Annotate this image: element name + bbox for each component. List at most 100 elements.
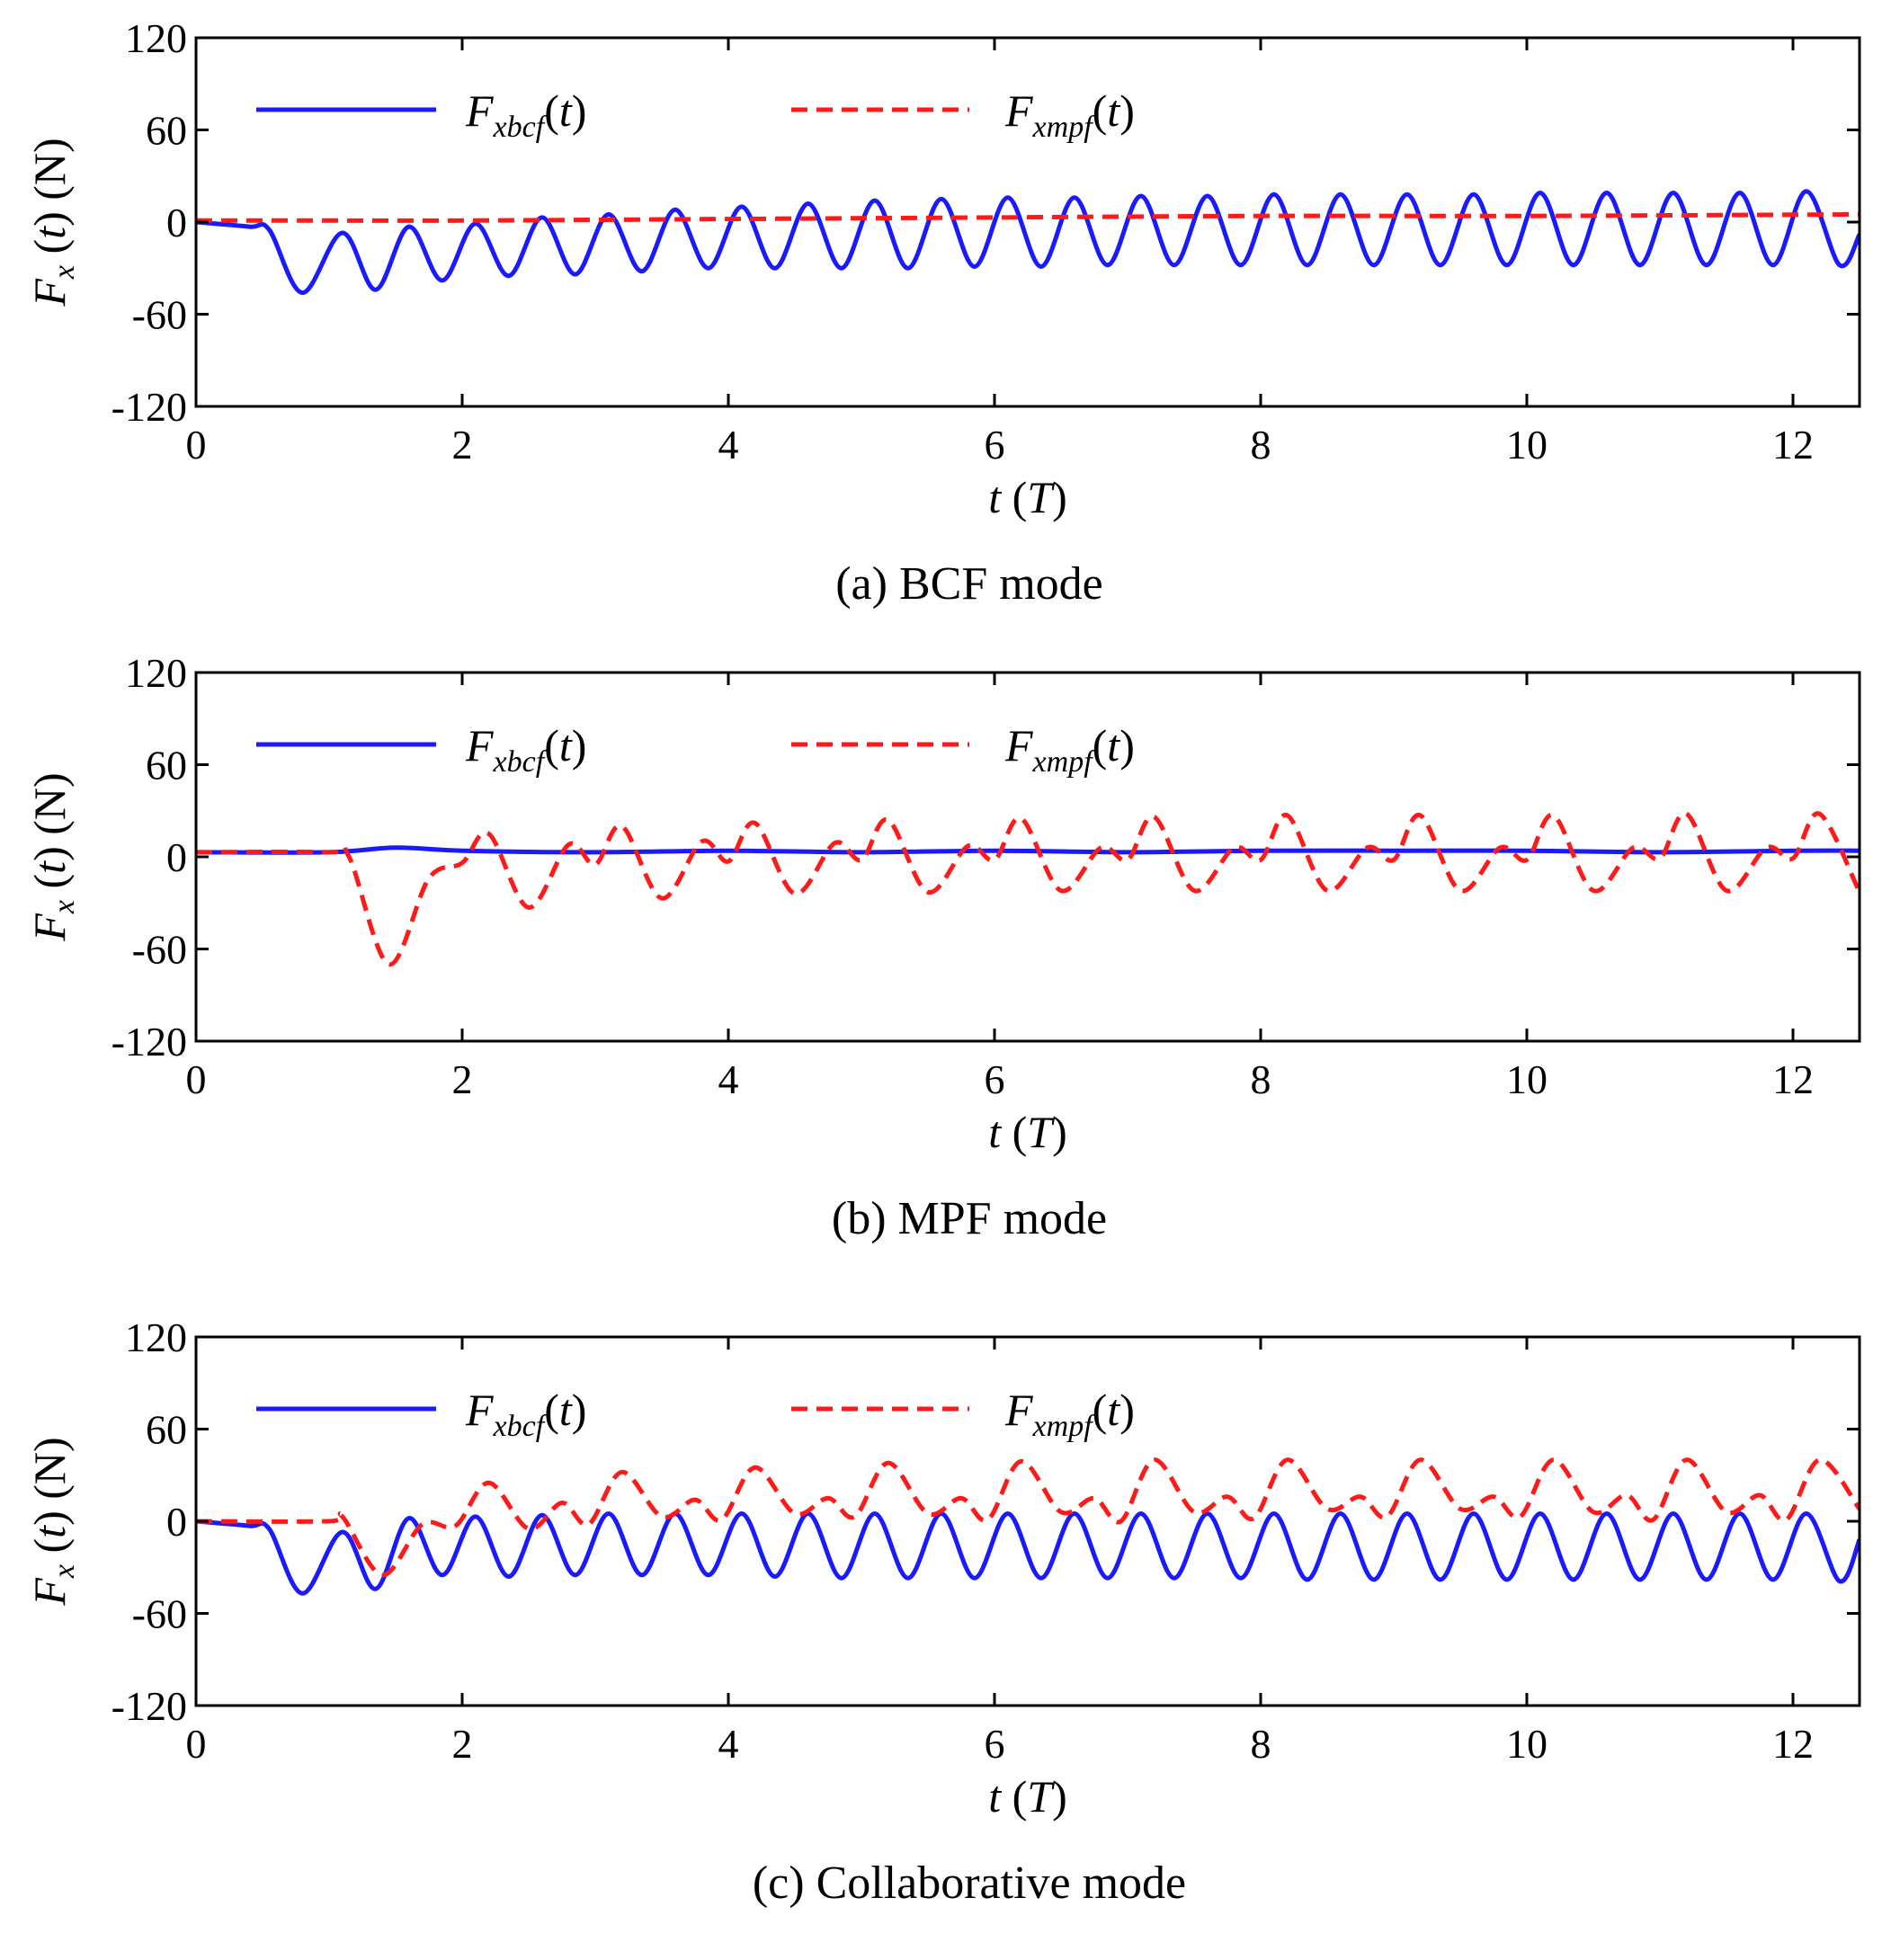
- y-axis-label: Fx (t) (N): [24, 138, 81, 307]
- x-label-paren-close: ): [1052, 1107, 1067, 1157]
- x-tick-label: 6: [985, 1056, 1005, 1102]
- y-tick-label: 120: [125, 1314, 187, 1360]
- x-tick-label: 2: [452, 1056, 473, 1102]
- legend-sub: xbcf: [493, 111, 549, 144]
- y-label-sub: x: [48, 265, 81, 280]
- y-label-paren: (: [24, 874, 75, 900]
- legend-label-xbcf: Fxbcf(t): [465, 85, 586, 144]
- series-line-fxmpf: [196, 212, 1860, 223]
- legend-paren-close: ): [1119, 85, 1135, 136]
- legend-paren-close: ): [572, 1385, 587, 1435]
- y-label-base: F: [24, 913, 75, 942]
- legend-paren: (: [1093, 720, 1108, 771]
- y-tick-label: 60: [146, 743, 187, 788]
- legend-base: F: [1004, 85, 1033, 136]
- series-line-fxmpf: [196, 811, 1860, 967]
- legend-paren: (: [544, 720, 559, 771]
- x-tick-label: 12: [1772, 1056, 1814, 1102]
- x-tick-label: 6: [985, 422, 1005, 468]
- legend-arg: t: [559, 85, 573, 136]
- x-label-var: t: [988, 472, 1002, 522]
- legend-paren: (: [1093, 85, 1108, 136]
- x-tick-label: 4: [718, 1056, 739, 1102]
- legend-sub: xmpf: [1032, 1410, 1097, 1443]
- series-line-fxbcf: [196, 189, 1860, 296]
- y-label-arg: t: [24, 860, 75, 874]
- y-label-paren: (: [24, 1538, 75, 1564]
- x-axis-label: t (T): [988, 1771, 1067, 1822]
- x-tick-label: 4: [718, 1721, 739, 1767]
- x-label-paren: (: [1001, 1107, 1027, 1157]
- y-label-base: F: [24, 279, 75, 307]
- x-tick-label: 12: [1772, 1721, 1814, 1767]
- legend-label-xbcf: Fxbcf(t): [465, 720, 586, 779]
- y-axis-label: Fx (t) (N): [24, 1437, 81, 1606]
- legend-arg: t: [1107, 1385, 1120, 1435]
- y-tick-label: 120: [125, 15, 187, 61]
- legend-arg: t: [559, 1385, 573, 1435]
- x-tick-label: 2: [452, 1721, 473, 1767]
- y-tick-label: -120: [111, 384, 187, 430]
- x-tick-label: 0: [186, 1721, 207, 1767]
- legend-base: F: [465, 1385, 494, 1435]
- series-line-fxbcf: [196, 1510, 1860, 1596]
- x-tick-label: 6: [985, 1721, 1005, 1767]
- legend-paren: (: [544, 1385, 559, 1435]
- y-tick-label: 0: [166, 834, 187, 880]
- legend-sub: xmpf: [1032, 111, 1097, 144]
- y-tick-label: -60: [132, 1591, 187, 1637]
- legend-sub: xbcf: [493, 745, 549, 779]
- x-label-paren: (: [1001, 1771, 1027, 1822]
- x-label-unit: T: [1027, 1107, 1055, 1157]
- x-label-paren-close: ): [1052, 1771, 1067, 1822]
- legend-paren: (: [1093, 1385, 1108, 1435]
- y-tick-label: 0: [166, 1499, 187, 1545]
- legend-base: F: [465, 720, 494, 771]
- y-axis-label: Fx (t) (N): [24, 772, 81, 941]
- legend-label-xmpf: Fxmpf(t): [1004, 720, 1135, 779]
- x-tick-label: 10: [1506, 1721, 1548, 1767]
- legend-label-xbcf: Fxbcf(t): [465, 1385, 586, 1443]
- x-tick-label: 0: [186, 1056, 207, 1102]
- legend-paren-close: ): [1119, 720, 1135, 771]
- x-tick-label: 2: [452, 422, 473, 468]
- x-tick-label: 10: [1506, 422, 1548, 468]
- x-tick-label: 8: [1251, 422, 1271, 468]
- legend-arg: t: [1107, 85, 1120, 136]
- legend-label-xmpf: Fxmpf(t): [1004, 85, 1135, 144]
- y-tick-label: -120: [111, 1019, 187, 1065]
- panel-caption: (b) MPF mode: [832, 1193, 1107, 1244]
- x-label-unit: T: [1027, 472, 1055, 522]
- y-tick-label: -60: [132, 927, 187, 973]
- panel-caption: (a) BCF mode: [835, 558, 1103, 610]
- legend-label-xmpf: Fxmpf(t): [1004, 1385, 1135, 1443]
- y-label-base: F: [24, 1578, 75, 1607]
- series-line-fxmpf: [196, 1457, 1860, 1578]
- y-label-arg: t: [24, 1525, 75, 1538]
- x-axis-label: t (T): [988, 1107, 1067, 1157]
- panel-caption: (c) Collaborative mode: [753, 1858, 1186, 1909]
- y-tick-label: 0: [166, 200, 187, 245]
- legend-paren-close: ): [572, 85, 587, 136]
- x-tick-label: 4: [718, 422, 739, 468]
- x-tick-label: 8: [1251, 1721, 1271, 1767]
- x-label-var: t: [988, 1771, 1002, 1822]
- legend-arg: t: [1107, 720, 1120, 771]
- y-tick-label: 120: [125, 650, 187, 696]
- y-tick-label: -60: [132, 292, 187, 338]
- x-label-paren: (: [1001, 472, 1027, 522]
- x-axis-label: t (T): [988, 472, 1067, 522]
- y-label-sub: x: [48, 1564, 81, 1579]
- y-label-sub: x: [48, 900, 81, 914]
- x-label-var: t: [988, 1107, 1002, 1157]
- legend-paren-close: ): [572, 720, 587, 771]
- legend-sub: xbcf: [493, 1410, 549, 1443]
- legend-paren-close: ): [1119, 1385, 1135, 1435]
- legend-base: F: [1004, 720, 1033, 771]
- y-tick-label: 60: [146, 108, 187, 154]
- y-tick-label: -120: [111, 1683, 187, 1729]
